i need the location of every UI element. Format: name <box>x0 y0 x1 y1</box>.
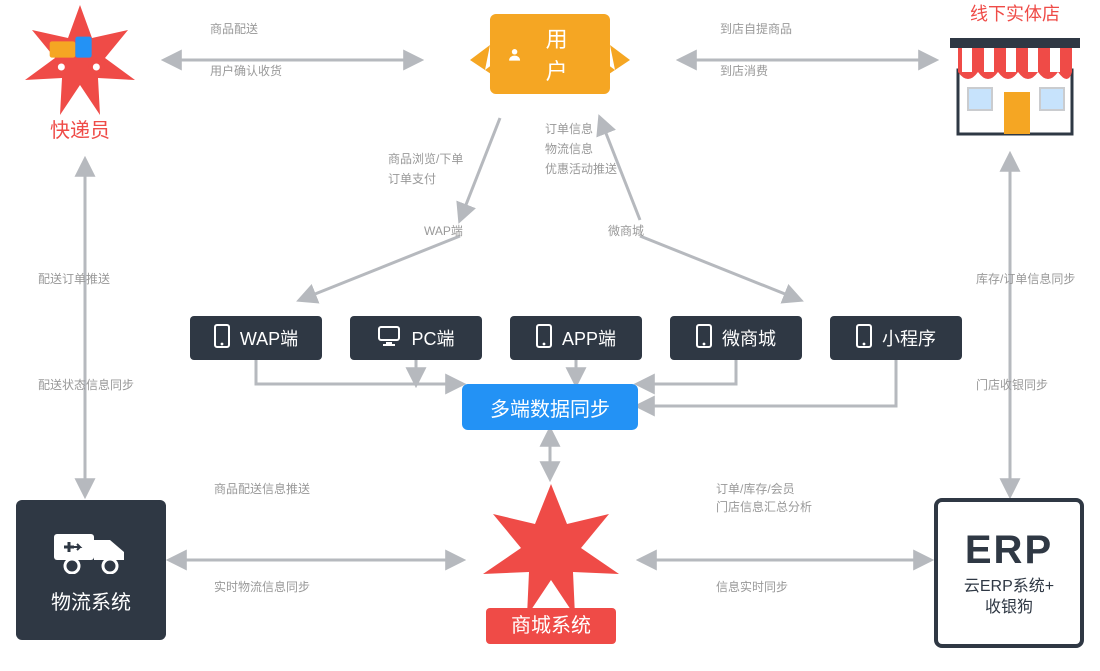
platform-label: PC端 <box>411 325 454 351</box>
user-icon <box>508 41 521 67</box>
node-sync: 多端数据同步 <box>462 384 638 430</box>
platform-label: WAP端 <box>240 325 298 351</box>
arrow-6 <box>256 360 462 384</box>
platform-chip-2: APP端 <box>510 316 642 360</box>
edge-label-9: WAP端 <box>424 222 463 239</box>
store-icon <box>950 30 1080 140</box>
edge-label-13: 库存/订单信息同步 <box>976 270 1075 287</box>
user-pill: 用 户 <box>490 14 610 94</box>
erp-subtitle: 云ERP系统+收银狗 <box>964 577 1054 619</box>
platform-chip-0: WAP端 <box>190 316 322 360</box>
edge-label-4: 商品浏览/下单 <box>388 150 463 167</box>
user-label: 用 户 <box>535 22 592 86</box>
monitor-icon <box>377 325 401 352</box>
erp-title: ERP <box>965 528 1053 573</box>
phone-icon <box>696 324 712 353</box>
phone-icon <box>536 324 552 353</box>
edge-label-19: 门店信息汇总分析 <box>716 498 812 515</box>
edge-label-0: 商品配送 <box>210 20 258 37</box>
mall-browser-icon <box>452 454 510 502</box>
platform-chip-1: PC端 <box>350 316 482 360</box>
platform-label: 微商城 <box>722 325 776 351</box>
arrow-2 <box>460 118 500 220</box>
platform-chip-4: 小程序 <box>830 316 962 360</box>
edge-label-8: 优惠活动推送 <box>545 160 617 177</box>
edge-label-12: 配送状态信息同步 <box>38 376 134 393</box>
platform-label: 小程序 <box>882 325 936 351</box>
edge-label-3: 到店消费 <box>720 62 768 79</box>
node-user: 用 户 <box>420 0 680 120</box>
edge-label-16: 实时物流信息同步 <box>214 578 310 595</box>
edge-label-14: 门店收银同步 <box>976 376 1048 393</box>
arrow-15 <box>640 236 800 300</box>
phone-icon <box>214 324 230 353</box>
platform-label: APP端 <box>562 325 616 351</box>
edge-label-18: 信息实时同步 <box>716 578 788 595</box>
arrow-14 <box>300 236 460 300</box>
node-logistics: 物流系统 <box>16 500 166 640</box>
edge-label-6: 订单信息 <box>545 120 593 137</box>
store-label: 线下实体店 <box>940 0 1090 26</box>
node-courier: 快递员 <box>0 0 160 143</box>
platform-chip-3: 微商城 <box>670 316 802 360</box>
truck-icon <box>52 526 130 574</box>
edge-label-15: 商品配送信息推送 <box>214 480 310 497</box>
edge-label-10: 微商城 <box>608 222 644 239</box>
arrow-9 <box>638 360 736 384</box>
logistics-label: 物流系统 <box>51 586 131 615</box>
edge-label-7: 物流信息 <box>545 140 593 157</box>
node-store: 线下实体店 <box>940 0 1090 145</box>
sync-label: 多端数据同步 <box>490 393 610 422</box>
phone-icon <box>856 324 872 353</box>
edge-label-5: 订单支付 <box>388 170 436 187</box>
node-mall: 商城系统 <box>466 480 636 644</box>
edge-label-2: 到店自提商品 <box>720 20 792 37</box>
edge-label-17: 订单/库存/会员 <box>716 480 795 497</box>
arrow-10 <box>638 360 896 406</box>
courier-scooter-icon <box>45 28 115 78</box>
edge-label-1: 用户确认收货 <box>210 62 282 79</box>
node-erp: ERP 云ERP系统+收银狗 <box>934 498 1084 648</box>
edge-label-11: 配送订单推送 <box>38 270 110 287</box>
